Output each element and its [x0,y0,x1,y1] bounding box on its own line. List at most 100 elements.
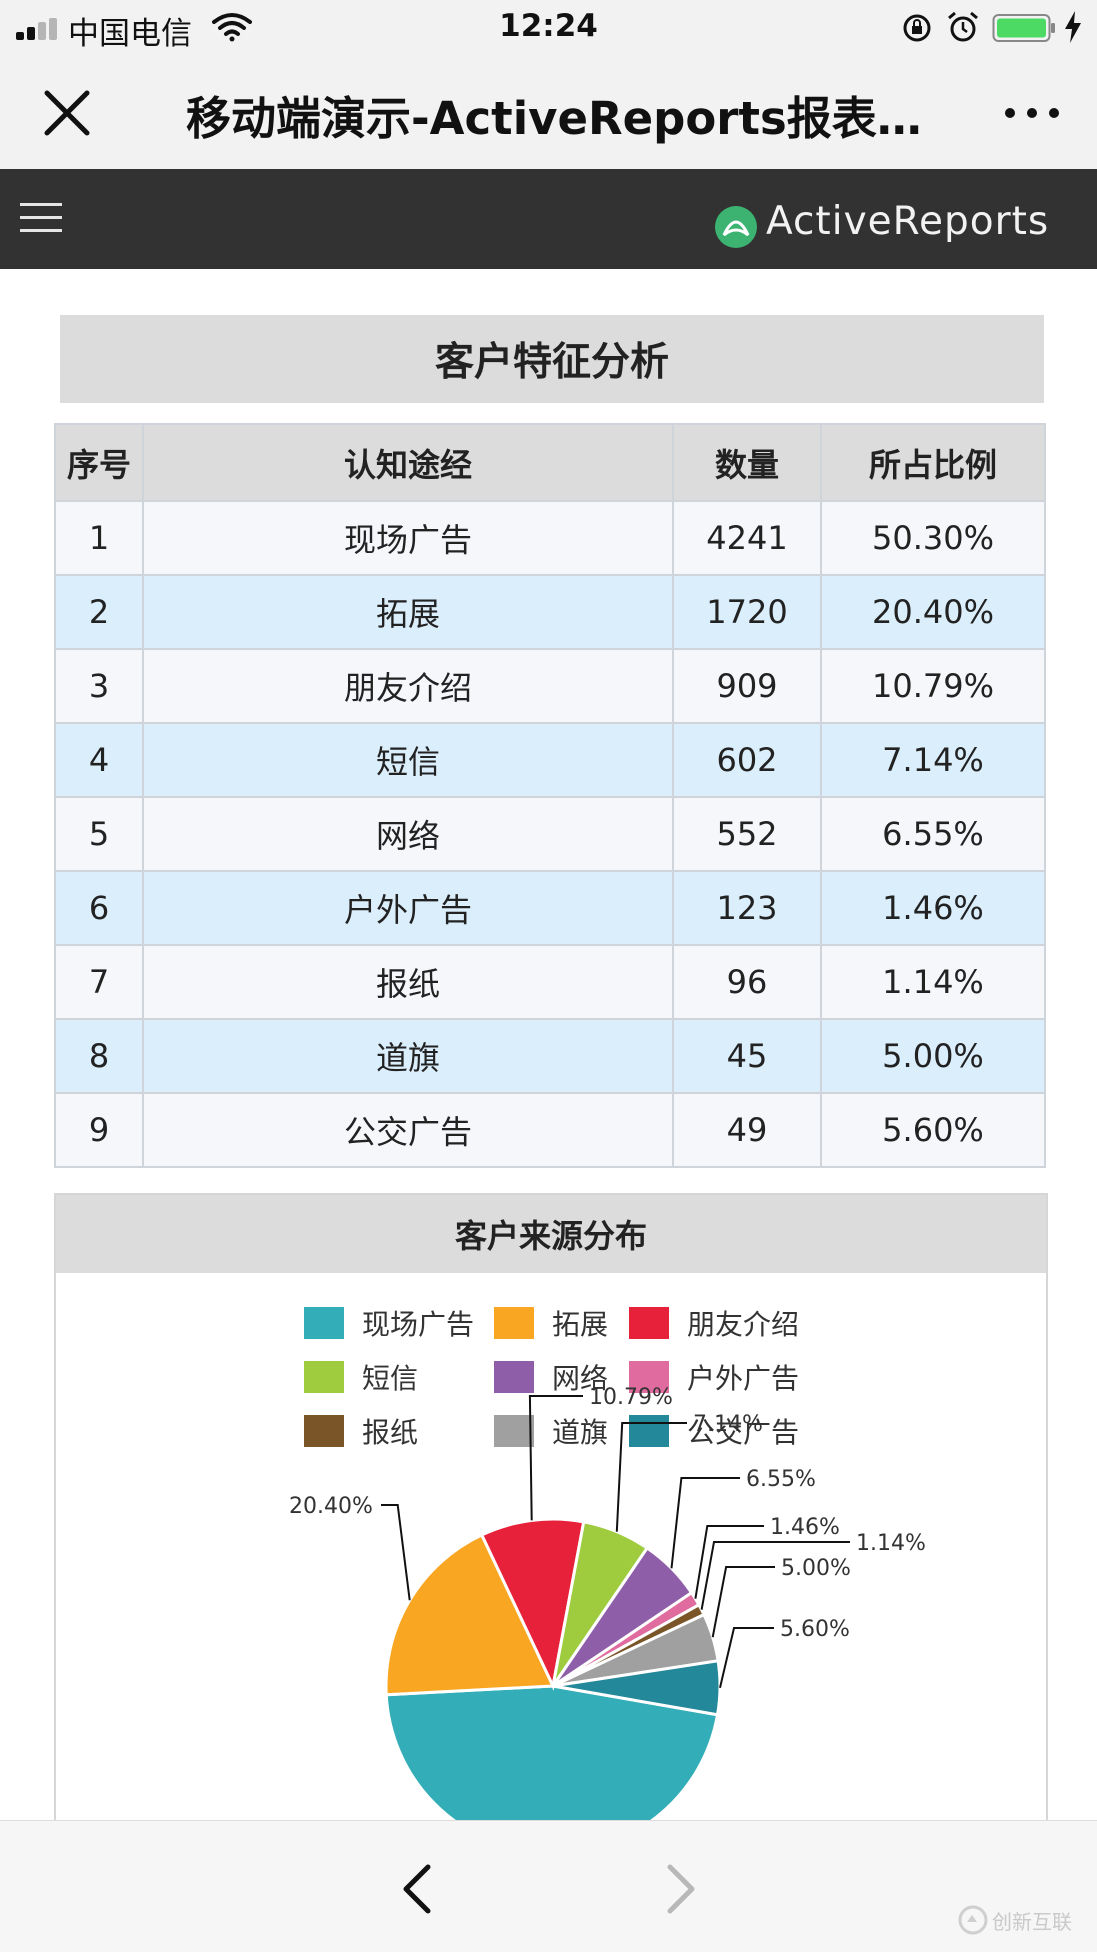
legend-label: 户外广告 [687,1362,800,1395]
cell-count: 552 [672,796,822,872]
legend-swatch [304,1415,344,1447]
legend-item: 拓展 [494,1303,608,1343]
table-row: 5 网络 552 6.55% [54,796,1046,872]
cell-percent: 50.30% [820,500,1046,576]
forward-arrow-icon[interactable] [658,1861,702,1917]
alarm-icon [948,11,978,42]
close-icon[interactable] [42,88,92,138]
legend-swatch [304,1307,344,1339]
cell-channel: 短信 [142,722,674,798]
legend-swatch [494,1361,534,1393]
legend-swatch [494,1415,534,1447]
watermark-logo-icon [958,1905,988,1935]
column-header-no: 序号 [54,423,144,502]
cell-no: 8 [54,1018,144,1094]
legend-swatch [629,1307,669,1339]
table-row: 6 户外广告 123 1.46% [54,870,1046,946]
pie-slice [384,1532,556,1697]
cell-channel: 拓展 [142,574,674,650]
legend-label: 现场广告 [362,1308,475,1341]
webview-title-bar: 移动端演示-ActiveReports报表… [0,56,1097,169]
brand-name: ActiveReports [766,199,1050,244]
pie-data-label: 1.46% [770,1515,840,1540]
legend-label: 网络 [552,1362,609,1395]
app-header: ActiveReports [0,169,1097,269]
activereports-logo-icon [715,206,757,248]
cell-no: 5 [54,796,144,872]
cell-channel: 网络 [142,796,674,872]
cell-percent: 6.55% [820,796,1046,872]
legend-label: 公交广告 [687,1416,800,1449]
table-header-row: 序号 认知途经 数量 所占比例 [54,423,1046,502]
legend-label: 朋友介绍 [687,1308,800,1341]
pie-slice [552,1659,722,1717]
battery-icon [992,14,1055,42]
cell-no: 9 [54,1092,144,1168]
watermark: 创新互联 [958,1905,1072,1935]
cell-count: 123 [672,870,822,946]
cell-no: 7 [54,944,144,1020]
column-header-percent: 所占比例 [820,423,1046,502]
pie-data-label: 10.79% [589,1385,673,1410]
pie-data-label: 5.60% [780,1617,850,1642]
pie-data-label: 6.55% [746,1467,816,1492]
cell-count: 4241 [672,500,822,576]
legend-item: 短信 [304,1357,418,1397]
legend-swatch [304,1361,344,1393]
more-options-icon[interactable] [1002,104,1062,122]
chart-header: 客户来源分布 [56,1195,1046,1273]
cell-percent: 1.46% [820,870,1046,946]
back-arrow-icon[interactable] [396,1861,440,1917]
column-header-count: 数量 [672,423,822,502]
legend-label: 拓展 [552,1308,609,1341]
pie-leader-line [528,1395,583,1521]
cell-no: 6 [54,870,144,946]
page-title: 移动端演示-ActiveReports报表… [186,92,922,145]
legend-item: 道旗 [494,1411,608,1451]
pie-data-label: 1.14% [856,1531,926,1556]
cell-percent: 20.40% [820,574,1046,650]
cell-no: 2 [54,574,144,650]
cell-count: 1720 [672,574,822,650]
chart-panel: 客户来源分布 现场广告 拓展 朋友介绍短信 网络 户外广告报纸 道旗 公交广告 20.40%… [54,1193,1048,1915]
cell-count: 602 [672,722,822,798]
pie-leader-line [381,1504,411,1601]
legend-item: 现场广告 [304,1303,474,1343]
table-row: 4 短信 602 7.14% [54,722,1046,798]
pie-data-label: 20.40% [289,1494,373,1519]
legend-item: 公交广告 [629,1411,799,1451]
legend-label: 报纸 [362,1416,419,1449]
cell-count: 49 [672,1092,822,1168]
legend-item: 朋友介绍 [629,1303,799,1343]
table-row: 1 现场广告 4241 50.30% [54,500,1046,576]
cell-count: 45 [672,1018,822,1094]
table-row: 3 朋友介绍 909 10.79% [54,648,1046,724]
cell-channel: 公交广告 [142,1092,674,1168]
table-row: 9 公交广告 49 5.60% [54,1092,1046,1168]
legend-label: 短信 [362,1362,419,1395]
cell-percent: 1.14% [820,944,1046,1020]
customer-table: 序号 认知途经 数量 所占比例 1 现场广告 4241 50.30% 2 拓展 … [54,423,1046,1168]
report-title: 客户特征分析 [434,340,669,385]
rotation-lock-icon [903,14,931,42]
status-time: 12:24 [499,8,598,44]
cell-channel: 朋友介绍 [142,648,674,724]
pie-leader-line [694,1525,764,1599]
cell-percent: 5.00% [820,1018,1046,1094]
charging-icon [1065,11,1081,43]
cell-channel: 道旗 [142,1018,674,1094]
legend-item: 报纸 [304,1411,418,1451]
cell-channel: 户外广告 [142,870,674,946]
cell-percent: 5.60% [820,1092,1046,1168]
hamburger-menu-icon[interactable] [20,201,62,235]
pie-leader-line [615,1422,687,1532]
legend-item: 户外广告 [629,1357,799,1397]
chart-title: 客户来源分布 [454,1217,647,1255]
report-title-box: 客户特征分析 [60,315,1044,403]
bottom-navigation-bar: 创新互联 [0,1820,1097,1952]
pie-leader-line [700,1541,850,1610]
pie-chart: 20.40% 10.79% 7.14% 6.55% 1.46% 1.14%5.00% 5.6… [286,1385,926,1901]
legend-swatch [629,1361,669,1393]
cell-no: 3 [54,648,144,724]
cell-percent: 10.79% [820,648,1046,724]
